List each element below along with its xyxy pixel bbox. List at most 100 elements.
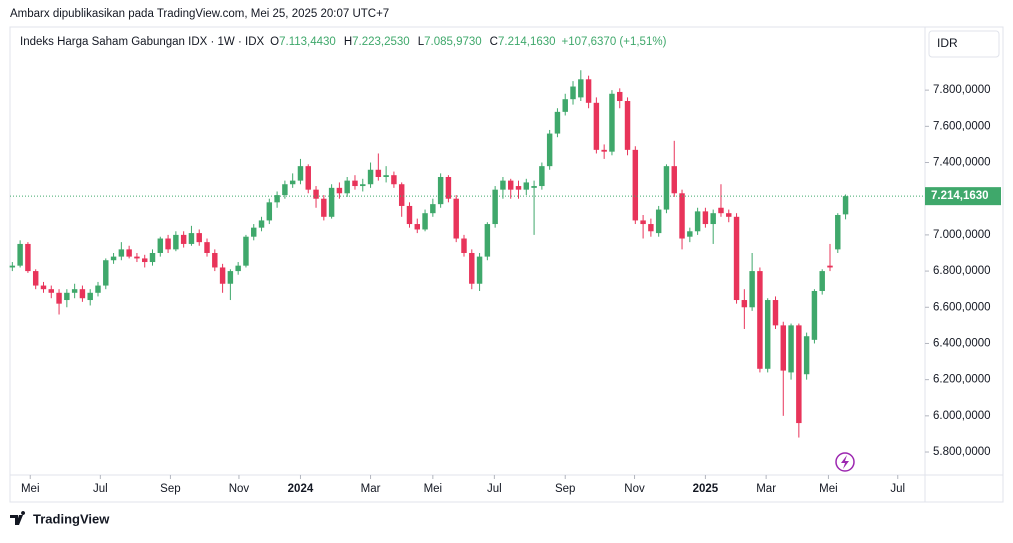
candle-body: [328, 187, 335, 217]
candle-body: [811, 290, 818, 340]
candle-body: [585, 79, 592, 103]
candle-body: [772, 300, 779, 326]
x-tick-label: Mar: [756, 483, 776, 495]
candle-body: [391, 175, 397, 185]
candle-body: [406, 205, 413, 225]
candle-body: [601, 149, 607, 152]
candle-body: [632, 149, 639, 221]
candle-body: [422, 213, 428, 230]
y-tick-label: 5.800,0000: [933, 446, 991, 458]
candle-body: [679, 193, 685, 239]
candle-body: [227, 271, 234, 284]
x-tick-label: Sep: [555, 483, 575, 495]
candle-body: [819, 271, 825, 291]
candle-body: [437, 176, 444, 205]
y-tick-label: 6.000,0000: [933, 410, 991, 422]
candle-body: [360, 184, 366, 187]
candle-body: [796, 325, 802, 424]
publisher: Ambarx dipublikasikan pada TradingView.c…: [10, 8, 389, 20]
candle-body: [671, 166, 677, 194]
currency[interactable]: IDR: [937, 36, 958, 50]
candle-body: [788, 325, 794, 373]
candle-body: [32, 271, 39, 286]
candle-body: [702, 211, 709, 225]
x-tick-label: Mei: [21, 483, 40, 495]
candle-body: [546, 133, 553, 167]
alert-bolt: [841, 455, 849, 469]
candle-body: [305, 166, 311, 190]
candle-body: [243, 236, 249, 266]
x-tick-label: Nov: [624, 483, 645, 495]
ohlc-key: L: [418, 36, 425, 48]
candle-body: [48, 289, 54, 293]
candle-body: [648, 224, 654, 232]
y-tick-label: 7.400,0000: [933, 157, 991, 169]
candle-body: [118, 249, 125, 257]
candle-body: [103, 260, 109, 286]
candle-body: [367, 169, 374, 185]
candle-body: [515, 186, 522, 190]
candle-body: [321, 198, 327, 217]
candle-body: [749, 271, 755, 308]
candle-body: [196, 233, 202, 243]
candle-body: [609, 93, 615, 152]
candle-body: [484, 224, 491, 257]
candle-body: [469, 252, 475, 284]
ohlc-key: H: [344, 36, 352, 48]
currency-box[interactable]: [928, 30, 1000, 58]
candle-body: [336, 187, 343, 194]
ohlc-value: 7.223,2530: [352, 36, 410, 48]
candle-body: [562, 99, 568, 112]
candle-body: [344, 180, 350, 194]
candle-body: [445, 176, 452, 199]
candle-body: [523, 182, 530, 190]
y-tick-label: 6.800,0000: [933, 265, 991, 277]
candle-body: [17, 243, 23, 266]
candle-body: [25, 243, 31, 272]
candle-body: [757, 271, 763, 369]
candle-body: [741, 300, 748, 308]
ohlc-value: 7.214,1630: [498, 36, 556, 48]
candle-body: [134, 256, 140, 259]
ohlc-value: 7.085,9730: [424, 36, 482, 48]
candle-body: [827, 265, 833, 268]
candle-body: [780, 325, 786, 371]
candle-body: [383, 175, 389, 177]
legend: Indeks Harga Saham Gabungan IDX · 1W · I…: [20, 36, 667, 48]
candle-body: [663, 166, 670, 210]
candle-body: [235, 265, 241, 272]
candle-body: [375, 169, 382, 177]
candle-body: [453, 198, 459, 239]
candle-body: [507, 180, 514, 190]
candle-body: [803, 336, 810, 375]
candle-body: [141, 258, 148, 263]
candle-body: [79, 289, 86, 299]
candle-body: [157, 238, 164, 253]
candle-body: [173, 234, 179, 250]
y-tick-label: 6.400,0000: [933, 337, 991, 349]
alert-icon[interactable]: [835, 452, 855, 472]
candle-body: [733, 216, 740, 301]
candle-body: [655, 209, 662, 234]
brand: TradingView: [33, 511, 110, 526]
candle-body: [188, 233, 195, 244]
ohlc-key: O: [270, 36, 279, 48]
candle-body: [180, 234, 187, 244]
candle-body: [570, 86, 576, 100]
frame: [9, 26, 1004, 503]
candle-body: [835, 214, 841, 250]
candle-body: [56, 292, 62, 304]
candle-body: [726, 213, 732, 217]
y-tick-label: 6.600,0000: [933, 301, 991, 313]
candle-body: [640, 220, 646, 225]
candle-body: [492, 189, 498, 225]
y-tick-label: 7.800,0000: [933, 84, 991, 96]
candle-body: [578, 79, 584, 98]
legend-text: Indeks Harga Saham Gabungan IDX · 1W · I…: [20, 36, 667, 48]
x-tick-label: Sep: [160, 483, 180, 495]
candle-body: [165, 238, 171, 250]
x-tick-label: Nov: [229, 483, 250, 495]
candle-body: [414, 224, 420, 230]
candle-body: [842, 196, 849, 215]
